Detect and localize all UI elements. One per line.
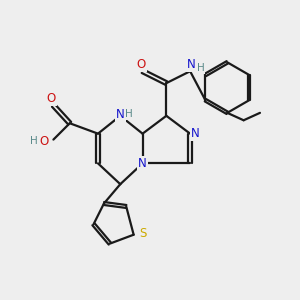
Text: S: S xyxy=(139,227,146,240)
Text: N: N xyxy=(116,108,125,121)
Text: O: O xyxy=(46,92,56,105)
Text: O: O xyxy=(39,136,49,148)
Text: O: O xyxy=(136,58,146,71)
Text: H: H xyxy=(125,109,133,119)
Text: N: N xyxy=(191,127,200,140)
Text: H: H xyxy=(197,63,204,73)
Text: H: H xyxy=(30,136,38,146)
Text: N: N xyxy=(138,157,147,170)
Text: N: N xyxy=(187,58,196,71)
